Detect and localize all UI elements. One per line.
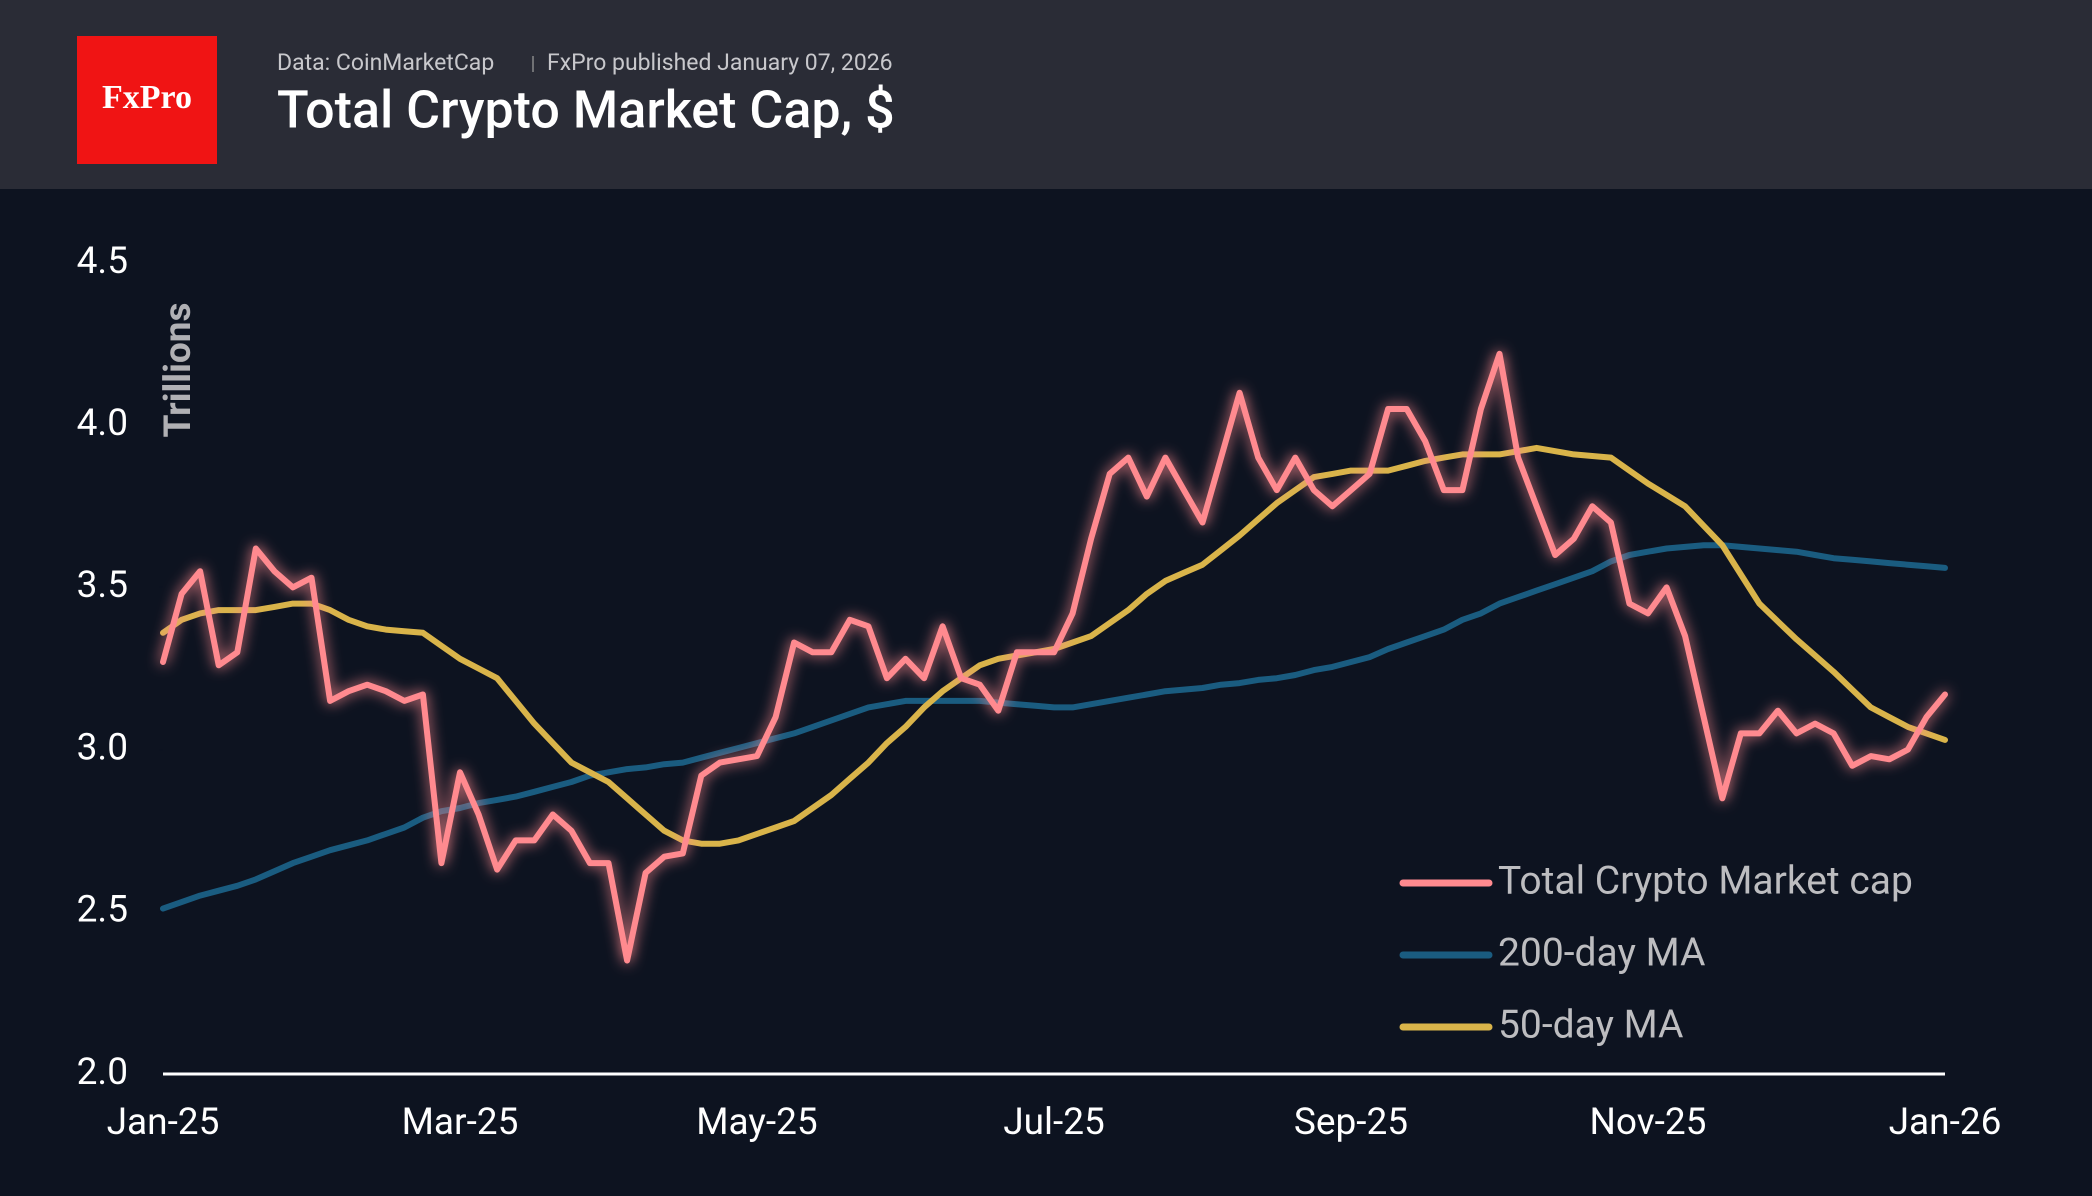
x-tick-label: May-25 [696, 1101, 817, 1144]
y-tick-label: 4.0 [77, 402, 128, 445]
published: FxPro published January 07, 2026 [547, 49, 893, 76]
x-tick-label: Jul-25 [1003, 1101, 1105, 1144]
legend-label: 50-day MA [1498, 1001, 1684, 1047]
logo-box [77, 36, 217, 164]
y-tick-label: 3.0 [77, 726, 128, 769]
x-tick-label: Jan-26 [1889, 1101, 2002, 1144]
x-tick-label: Sep-25 [1294, 1101, 1408, 1144]
logo-text: FxPro [102, 79, 192, 116]
y-tick-label: 3.5 [77, 564, 128, 607]
legend-label: 200-day MA [1498, 929, 1705, 975]
source: Data: CoinMarketCap [277, 49, 494, 76]
y-tick-label: 2.0 [77, 1051, 128, 1094]
x-tick-label: Mar-25 [402, 1101, 519, 1144]
y-tick-label: 4.5 [77, 240, 128, 283]
y-axis-label: Trillions [157, 302, 200, 437]
x-tick-label: Jan-25 [107, 1101, 220, 1144]
legend-label: Total Crypto Market cap [1498, 857, 1913, 903]
series-line [160, 542, 1948, 912]
chart-title: Total Crypto Market Cap, $ [277, 80, 895, 141]
y-tick-label: 2.5 [77, 889, 128, 932]
series-line [160, 350, 1948, 964]
header-bar [0, 0, 2092, 189]
x-tick-label: Nov-25 [1590, 1101, 1707, 1144]
